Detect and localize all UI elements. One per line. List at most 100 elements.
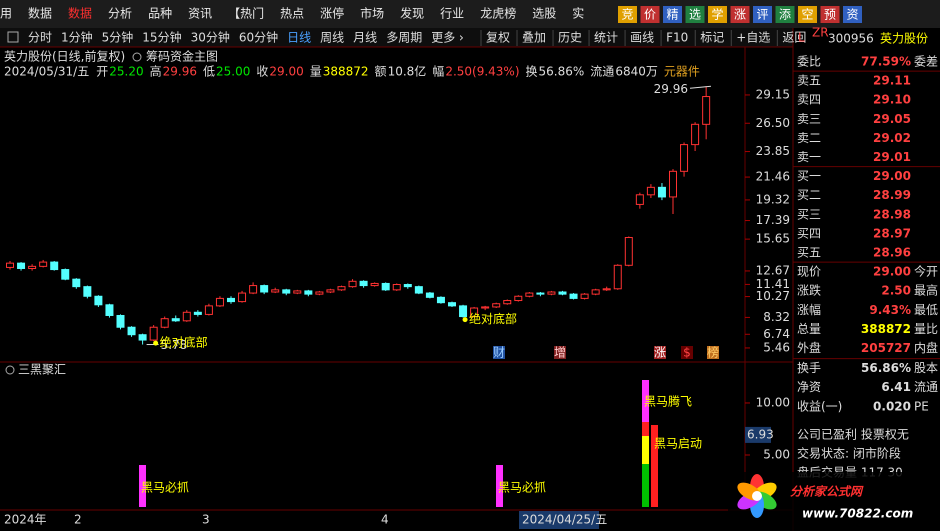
info-label: 开 [96, 65, 108, 79]
toolbar-item[interactable]: 历史 [558, 31, 582, 45]
logo-center [752, 491, 762, 501]
toolbar-item[interactable]: 15分钟 [142, 30, 181, 45]
toolbar-item[interactable]: 更多 › [431, 31, 464, 45]
menu-icon-bg [753, 6, 772, 23]
menu-item[interactable]: 分析 [108, 7, 132, 21]
toolbar-item[interactable]: 1分钟 [61, 30, 93, 45]
menu-icon[interactable]: 预 [824, 8, 836, 22]
toolbar-item[interactable]: 月线 [353, 31, 377, 45]
toolbar-item[interactable]: 周线 [320, 31, 344, 45]
info-label: 低 [203, 65, 215, 79]
menu-icon[interactable]: 资 [846, 8, 858, 22]
candle-body [436, 296, 445, 304]
menu-icon[interactable]: 涨 [734, 7, 746, 22]
tool-bar [0, 28, 793, 47]
candle-body [260, 285, 269, 293]
quote-extra: 股本 [914, 361, 938, 375]
candle-body [171, 318, 180, 322]
menu-item[interactable]: 行业 [440, 7, 464, 21]
candle-body [525, 292, 534, 297]
quote-label: 外盘 [797, 340, 821, 355]
toolbar-item[interactable]: 画线 [630, 31, 654, 45]
toolbar-item[interactable]: 日线 [287, 31, 311, 45]
candle-body [293, 290, 302, 294]
quote-value: 28.97 [873, 226, 911, 240]
candle-body [702, 96, 711, 125]
toolbar-item[interactable]: 60分钟 [239, 30, 278, 45]
info-value: 6840万 [615, 65, 658, 79]
toolbar-item[interactable]: 多周期 [386, 31, 422, 45]
y-tick-label: 23.85 [756, 144, 790, 158]
quote-label: 卖二 [797, 131, 821, 145]
menu-icon[interactable]: 竞 [621, 8, 633, 22]
toolbar-item[interactable]: 返回 [782, 31, 806, 45]
watermark-title: 分析家公式网 [790, 485, 864, 499]
toolbar-item[interactable]: 30分钟 [191, 30, 230, 45]
toolbar-item[interactable]: +自选 [736, 31, 770, 45]
y-tick-label: 5.00 [763, 447, 790, 461]
candle-body [249, 285, 258, 294]
toolbar-item[interactable]: F10 [666, 31, 688, 45]
candle-body [215, 297, 224, 307]
signal-bar [642, 464, 649, 507]
menu-item[interactable]: 选股 [532, 7, 556, 21]
quote-value: 9.43% [869, 303, 911, 317]
info-value: 25.00 [216, 65, 250, 79]
candle-body [282, 289, 291, 294]
menu-item[interactable]: 龙虎榜 [480, 6, 516, 21]
candle-body [204, 305, 213, 315]
toolbar-item[interactable]: 标记 [700, 31, 724, 45]
menu-item[interactable]: 用 [0, 7, 12, 21]
menu-item[interactable]: 品种 [148, 7, 172, 21]
candle-body [61, 269, 70, 280]
candle-body [50, 261, 59, 271]
quote-label: 委比 [797, 55, 821, 69]
toolbar-item[interactable]: 5分钟 [102, 30, 134, 45]
candle-body [459, 305, 468, 318]
signal-label: 黑马必抓 [498, 481, 546, 495]
high-label: 29.96 [654, 82, 688, 96]
toolbar-item[interactable]: 叠加 [522, 31, 546, 45]
menu-item[interactable]: 实 [572, 6, 584, 21]
menu-icon[interactable]: 评 [756, 8, 768, 22]
menu-item[interactable]: 【热门 [228, 6, 264, 21]
quote-extra: 最低 [914, 303, 938, 317]
menu-item[interactable]: 涨停 [320, 6, 344, 21]
menu-icon[interactable]: 选 [689, 8, 701, 22]
quote-extra: 流通 [914, 380, 938, 394]
y-tick-label: 21.46 [756, 170, 790, 184]
candle-body [127, 326, 136, 336]
y-tick-label: 19.32 [756, 192, 790, 206]
menu-icon[interactable]: 学 [711, 7, 723, 22]
menu-item[interactable]: 数据 [68, 6, 92, 21]
toolbar-item[interactable]: 复权 [486, 31, 510, 45]
badge-text: 涨 [654, 345, 666, 360]
toolbar-item[interactable]: 统计 [594, 31, 618, 45]
info-label: 额 [375, 65, 387, 79]
candle-body [160, 318, 169, 328]
candle-body [680, 144, 689, 172]
menu-item[interactable]: 发现 [400, 6, 424, 21]
quote-value: 77.59% [861, 55, 911, 69]
quote-value: 388872 [861, 322, 911, 336]
quote-label: 买一 [797, 169, 821, 183]
menu-item[interactable]: 数据 [28, 6, 52, 21]
menu-item[interactable]: 热点 [280, 7, 304, 21]
toggle-icon [5, 365, 15, 375]
y-tick-label: 12.67 [756, 263, 790, 277]
menu-item[interactable]: 资讯 [188, 7, 212, 21]
toolbar-item[interactable]: 分时 [28, 31, 52, 45]
signal-bar [651, 425, 658, 507]
y-tick-label: 11.41 [756, 277, 790, 291]
info-value: 56.86% [539, 65, 585, 79]
candle-body [669, 170, 677, 198]
menu-icon[interactable]: 价 [644, 8, 656, 22]
menu-icon[interactable]: 精 [666, 8, 678, 22]
menu-icon[interactable]: 空 [801, 8, 813, 22]
menu-icon-bg [685, 6, 705, 23]
menu-icon[interactable]: 添 [779, 8, 791, 22]
tag: ZR [812, 26, 829, 40]
indicator-title: 三黑聚汇 [18, 363, 66, 377]
menu-item[interactable]: 市场 [360, 6, 384, 21]
